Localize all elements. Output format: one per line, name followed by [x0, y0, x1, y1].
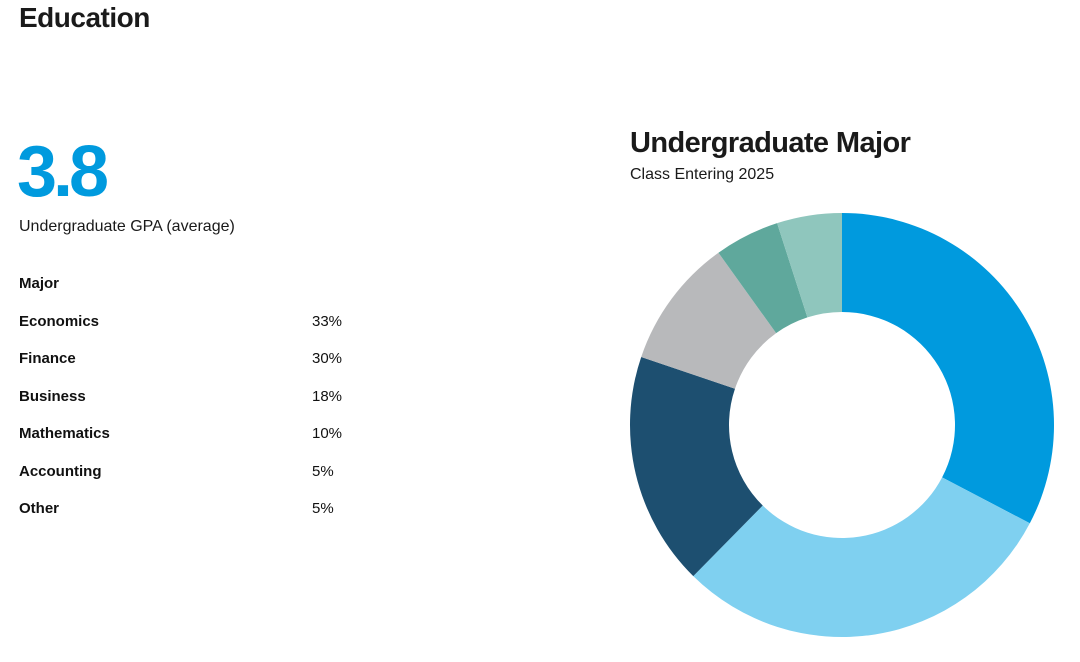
chart-title: Undergraduate Major: [630, 127, 911, 159]
major-name: Other: [19, 500, 60, 518]
gpa-label: Undergraduate GPA (average): [19, 218, 235, 235]
major-name: Finance: [19, 350, 76, 368]
section-title: Education: [19, 2, 150, 33]
major-table-header: Major: [19, 275, 60, 292]
donut-slice-business: [630, 356, 763, 577]
major-row: Other 5%: [19, 499, 419, 537]
major-percent: 5%: [312, 462, 334, 480]
donut-slice-mathematics: [641, 252, 777, 389]
major-name: Accounting: [19, 462, 102, 480]
major-row: Business 18%: [19, 387, 419, 425]
chart-subtitle: Class Entering 2025: [630, 166, 775, 183]
major-name: Mathematics: [19, 425, 110, 443]
donut-slice-accounting: [718, 223, 808, 334]
major-table: Major Economics 33% Finance 30% Business…: [19, 274, 419, 537]
major-row: Accounting 5%: [19, 462, 419, 500]
major-name: Business: [19, 387, 86, 405]
donut-slice-finance: [693, 477, 1030, 637]
major-row: Economics 33%: [19, 312, 419, 350]
major-percent: 10%: [312, 425, 343, 443]
major-percent: 18%: [312, 387, 343, 405]
donut-chart: [630, 213, 1054, 637]
major-name: Economics: [19, 312, 100, 330]
donut-slice-other: [777, 213, 842, 318]
major-percent: 5%: [312, 500, 334, 518]
donut-slice-economics: [842, 213, 1054, 524]
major-percent: 30%: [312, 350, 343, 368]
major-row: Finance 30%: [19, 349, 419, 387]
major-percent: 33%: [312, 312, 343, 330]
gpa-value: 3.8: [17, 132, 109, 212]
major-row: Mathematics 10%: [19, 424, 419, 462]
